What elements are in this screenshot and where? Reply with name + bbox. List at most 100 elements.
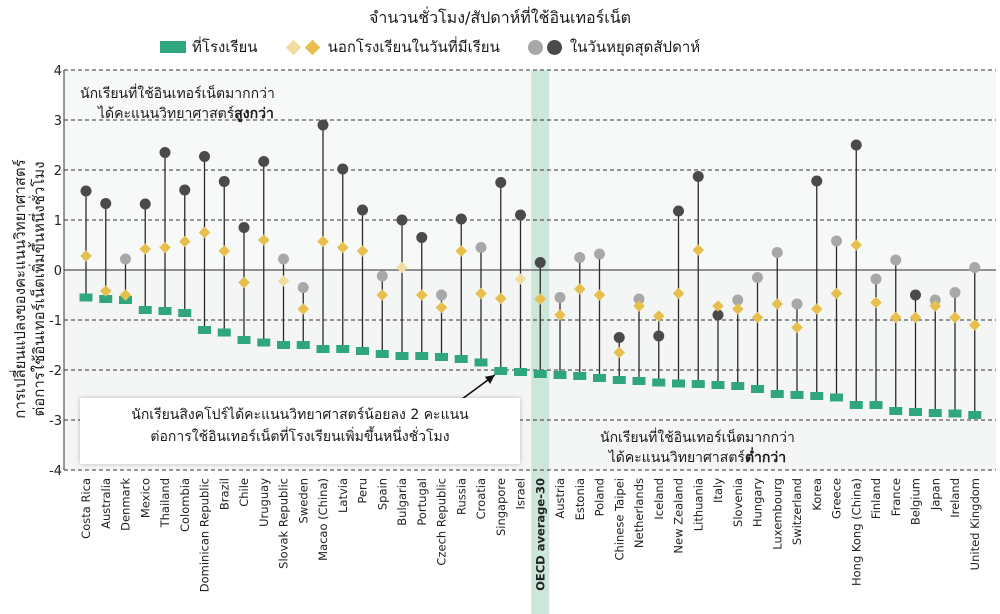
weekend-marker xyxy=(613,332,625,343)
annotation-higher: นักเรียนที่ใช้อินเทอร์เน็ตมากกว่า ได้คะแ… xyxy=(80,84,275,124)
school-marker xyxy=(514,368,527,376)
x-category-label: Hungary xyxy=(751,478,765,527)
y-tick-label: 3 xyxy=(54,114,62,129)
school-marker xyxy=(869,401,883,409)
x-category-label: OECD average-30 xyxy=(533,478,547,591)
legend-circle-light-swatch xyxy=(527,39,543,55)
outside-school-marker xyxy=(277,275,290,287)
legend-square-swatch xyxy=(160,41,186,53)
weekend-marker xyxy=(258,156,270,167)
outside-school-marker xyxy=(415,289,428,301)
weekend-marker xyxy=(416,232,428,243)
school-marker xyxy=(968,411,982,419)
weekend-marker xyxy=(179,184,191,196)
school-marker xyxy=(691,380,705,388)
weekend-marker xyxy=(199,151,210,162)
weekend-marker xyxy=(396,214,408,226)
x-category-label: Iceland xyxy=(652,478,666,520)
weekend-marker xyxy=(238,222,250,233)
x-category-label: Luxembourg xyxy=(770,478,784,550)
outside-school-marker xyxy=(455,245,468,257)
annotation-singapore-line1: นักเรียนสิงคโปร์ได้คะแนนวิทยาศาสตร์น้อยล… xyxy=(131,407,469,423)
school-marker xyxy=(237,336,251,344)
outside-school-marker xyxy=(178,235,191,248)
outside-school-marker xyxy=(870,296,882,309)
outside-school-marker xyxy=(771,298,784,310)
school-marker xyxy=(533,370,547,378)
weekend-marker xyxy=(692,171,704,182)
weekend-marker xyxy=(534,257,546,268)
x-category-label: Chile xyxy=(237,478,251,507)
school-marker xyxy=(909,408,922,416)
weekend-marker xyxy=(752,272,763,283)
outside-school-marker xyxy=(494,292,507,305)
outside-school-marker xyxy=(672,287,685,300)
outside-school-marker xyxy=(99,285,112,297)
school-marker xyxy=(217,328,231,337)
x-category-label: Croatia xyxy=(474,478,488,519)
outside-school-marker xyxy=(751,311,764,324)
outside-school-marker xyxy=(356,245,369,257)
outside-school-marker xyxy=(830,287,843,300)
weekend-marker xyxy=(554,292,566,303)
school-marker xyxy=(632,377,646,385)
x-category-label: Australia xyxy=(99,478,113,529)
outside-school-marker xyxy=(297,303,310,315)
weekend-marker xyxy=(436,289,447,301)
annotation-lower: นักเรียนที่ใช้อินเทอร์เน็ตมากกว่า ได้คะแ… xyxy=(600,428,795,468)
weekend-marker xyxy=(929,294,941,306)
outside-school-marker xyxy=(139,243,152,255)
outside-school-marker xyxy=(949,311,961,324)
school-marker xyxy=(158,307,172,315)
x-category-label: Bulgaria xyxy=(395,478,409,526)
school-marker xyxy=(593,374,606,382)
weekend-marker xyxy=(949,287,961,298)
x-category-label: Macao (China) xyxy=(316,478,330,561)
outside-school-marker xyxy=(909,311,922,324)
school-marker xyxy=(395,352,409,360)
legend-label-outside-school: นอกโรงเรียนในวันที่มีเรียน xyxy=(327,38,500,56)
weekend-marker xyxy=(811,175,823,187)
outside-school-marker xyxy=(534,293,547,305)
school-marker xyxy=(770,390,784,398)
singapore-arrow-head xyxy=(484,375,495,384)
weekend-marker xyxy=(317,119,329,131)
school-marker xyxy=(751,385,764,393)
school-marker xyxy=(652,378,666,387)
outside-school-marker xyxy=(968,319,981,331)
x-category-label: Brazil xyxy=(217,478,231,510)
outside-school-marker xyxy=(731,303,744,315)
x-category-label: Israel xyxy=(514,478,528,509)
x-category-label: United Kingdom xyxy=(968,478,982,570)
school-marker xyxy=(138,306,152,314)
school-marker xyxy=(316,345,330,353)
weekend-marker xyxy=(120,253,131,265)
school-marker xyxy=(612,376,626,384)
weekend-marker xyxy=(376,270,388,282)
legend-label-weekend: ในวันหยุดสุดสัปดาห์ xyxy=(569,38,701,56)
annotation-lower-line2: ได้คะแนนวิทยาศาสตร์ xyxy=(608,450,745,466)
school-marker xyxy=(928,409,942,417)
outside-school-marker xyxy=(692,244,705,256)
school-marker xyxy=(375,350,389,358)
x-category-label: Hong Kong (China) xyxy=(849,478,863,586)
legend-circle-dark-swatch xyxy=(546,39,562,55)
weekend-marker xyxy=(218,176,230,187)
x-category-label: Ireland xyxy=(948,478,962,518)
school-marker xyxy=(454,355,468,363)
weekend-marker xyxy=(831,235,842,247)
x-category-label: Denmark xyxy=(119,478,133,531)
outside-school-marker xyxy=(514,273,527,285)
x-category-label: Slovak Republic xyxy=(277,478,291,569)
school-marker xyxy=(889,407,903,415)
x-category-label: Chinese Taipei xyxy=(612,478,626,561)
school-marker xyxy=(474,358,488,367)
y-axis-label: การเปลี่ยนแปลงของคะแนนวิทยาศาสตร์ ต่อการ… xyxy=(11,99,49,479)
annotation-lower-bold: ต่ำกว่า xyxy=(744,450,787,466)
school-marker xyxy=(79,293,93,302)
school-marker xyxy=(553,371,567,379)
x-category-label: Finland xyxy=(869,478,883,519)
x-category-label: Japan xyxy=(928,478,942,511)
x-category-label: Czech Republic xyxy=(435,478,449,566)
